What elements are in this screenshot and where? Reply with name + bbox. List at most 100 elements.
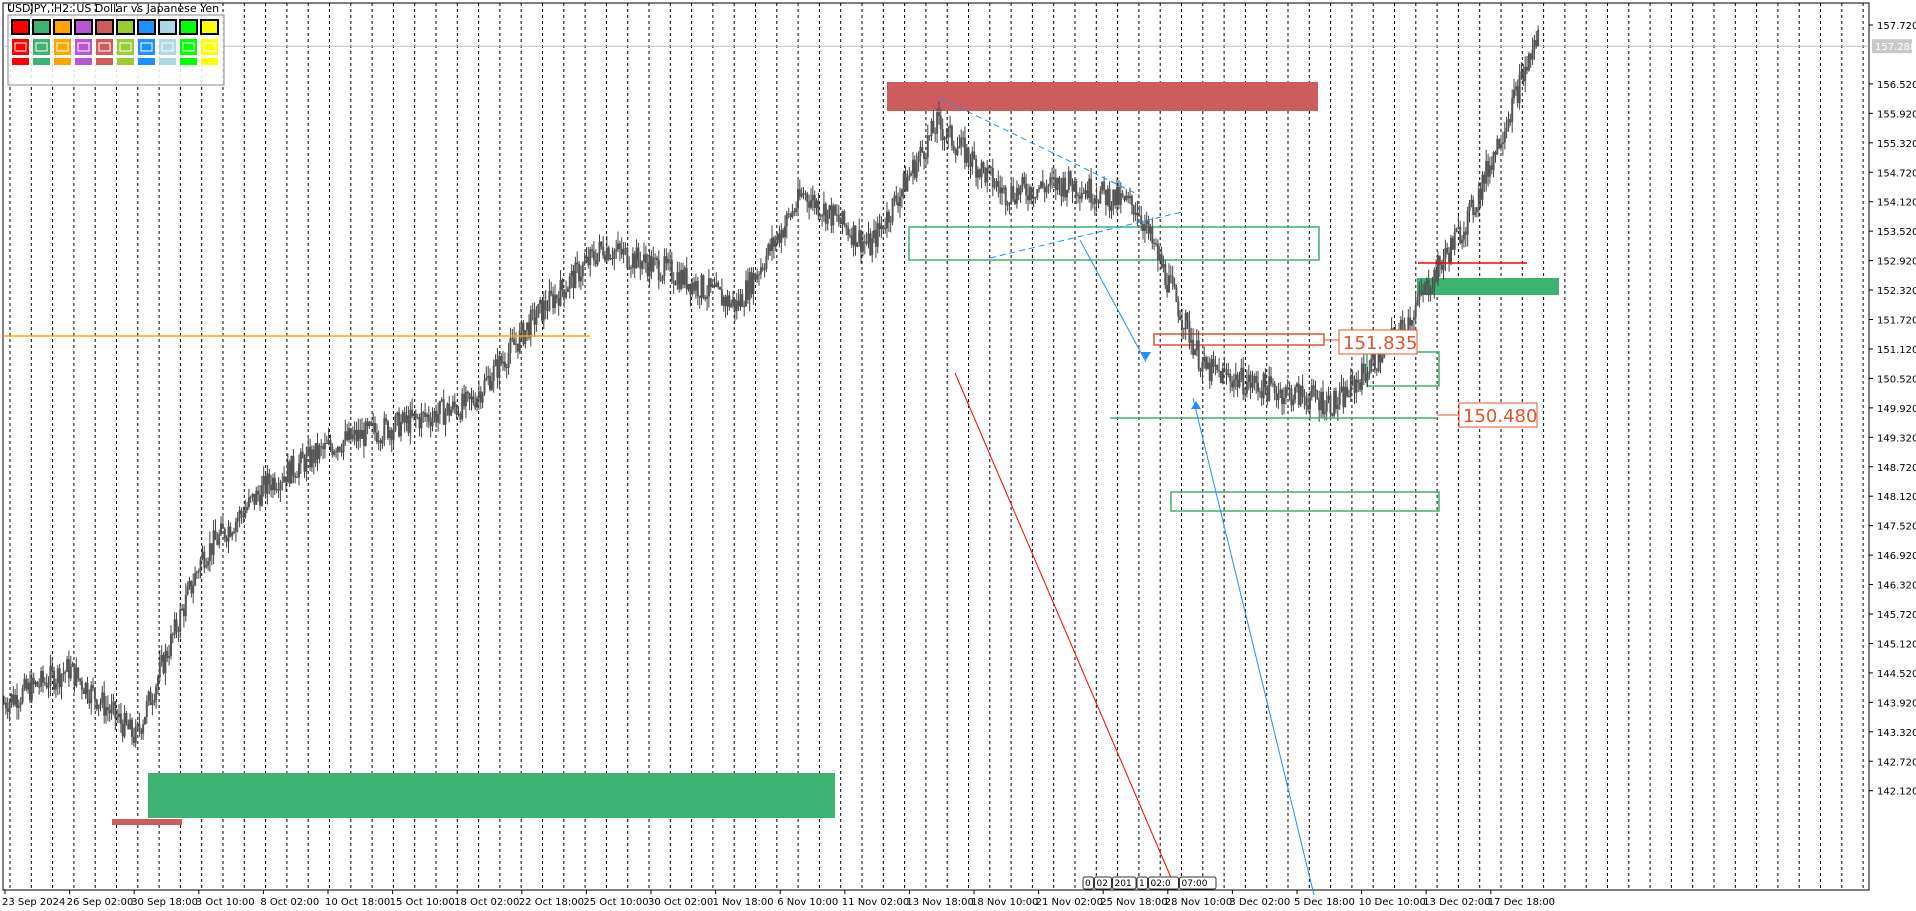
- color-swatch-button[interactable]: [53, 19, 72, 35]
- candle-body: [832, 205, 835, 226]
- candle-body: [190, 580, 193, 594]
- outline-zone-1[interactable]: [908, 226, 1320, 261]
- candle-body: [1028, 187, 1031, 201]
- candle-body: [1370, 358, 1373, 372]
- line-color-button[interactable]: [12, 58, 29, 65]
- candle-body: [826, 210, 829, 224]
- candle-body: [80, 680, 83, 690]
- color-swatch-button[interactable]: [74, 19, 93, 35]
- candle-body: [1303, 396, 1306, 398]
- candle-body: [542, 300, 545, 321]
- line-color-button[interactable]: [54, 58, 71, 65]
- candle-body: [910, 173, 913, 176]
- line-color-button[interactable]: [117, 58, 134, 65]
- candle-body: [520, 322, 523, 331]
- candle-body: [455, 407, 458, 415]
- blue-trend-line-2[interactable]: [1079, 239, 1147, 363]
- line-color-button[interactable]: [138, 58, 155, 65]
- candle-body: [1338, 391, 1341, 405]
- candle-body: [1130, 196, 1133, 206]
- candle-body: [1012, 186, 1015, 200]
- demand-zone-upper[interactable]: [1417, 278, 1559, 295]
- color-swatch-button[interactable]: [179, 19, 198, 35]
- red-trend-line[interactable]: [954, 372, 1173, 881]
- blue-trend-line[interactable]: [1192, 397, 1315, 896]
- line-color-button[interactable]: [201, 58, 218, 65]
- candle-body: [1101, 181, 1104, 192]
- small-supply-zone[interactable]: [112, 819, 182, 825]
- candle-body: [1116, 186, 1118, 206]
- candle-body: [1511, 98, 1514, 123]
- price-tick-label: 151.720: [1877, 316, 1916, 327]
- color-swatch-button[interactable]: [11, 19, 30, 35]
- candle-body: [1114, 189, 1117, 206]
- line-color-button[interactable]: [159, 58, 176, 65]
- candle-body: [58, 668, 61, 688]
- line-color-button[interactable]: [33, 58, 50, 65]
- candle-body: [1427, 279, 1430, 296]
- color-swatch-button[interactable]: [200, 19, 219, 35]
- candle-body: [86, 682, 89, 699]
- color-swatch-button[interactable]: [158, 19, 177, 35]
- arrow-marker-icon: [1140, 352, 1151, 360]
- candle-body: [19, 702, 22, 705]
- candle-body: [691, 282, 694, 295]
- candle-body: [745, 280, 747, 306]
- candle-body: [1271, 383, 1274, 385]
- price-tick-label: 142.120: [1877, 787, 1916, 798]
- candle-body: [1036, 189, 1039, 198]
- channel-line-upper[interactable]: [939, 97, 1140, 196]
- candle-body: [1323, 411, 1326, 415]
- color-swatch-button[interactable]: [32, 19, 51, 35]
- candle-body: [641, 261, 644, 269]
- color-swatch-panel[interactable]: [7, 14, 225, 86]
- line-color-button[interactable]: [75, 58, 92, 65]
- candle-body: [54, 683, 57, 690]
- candle-body: [800, 193, 803, 197]
- candle-body: [259, 494, 261, 506]
- color-swatch-button[interactable]: [137, 19, 156, 35]
- candle-body: [912, 159, 914, 174]
- candle-body: [381, 439, 384, 444]
- demand-zone-lower[interactable]: [148, 773, 835, 818]
- color-swatch-button[interactable]: [116, 19, 135, 35]
- candle-body: [127, 723, 130, 730]
- candle-body: [1158, 253, 1161, 260]
- candle-body: [672, 280, 675, 284]
- price-axis[interactable]: 157.720 156.520 155.920 155.320 154.720 154.1…: [1869, 21, 1916, 798]
- candle-body: [470, 396, 473, 400]
- bottom-tag[interactable]: [1112, 876, 1137, 890]
- candle-body: [1503, 131, 1506, 143]
- line-color-button[interactable]: [96, 58, 113, 65]
- candle-body: [236, 518, 239, 522]
- candle-body: [654, 257, 657, 259]
- bottom-tag[interactable]: [1148, 876, 1179, 890]
- channel-line-lower[interactable]: [989, 211, 1183, 259]
- time-tick-label: 18 Nov 10:00: [971, 897, 1038, 908]
- candle-body: [976, 169, 979, 178]
- candle-body: [182, 608, 185, 617]
- candle-body: [1015, 188, 1018, 204]
- candle-body: [971, 151, 974, 167]
- candle-body: [1307, 405, 1310, 410]
- bottom-tag[interactable]: [1179, 876, 1217, 890]
- candle-body: [242, 514, 245, 518]
- outline-zone-3[interactable]: [1170, 491, 1440, 512]
- candle-body: [572, 270, 575, 288]
- candle-body: [772, 237, 775, 247]
- line-color-button[interactable]: [180, 58, 197, 65]
- bottom-tag[interactable]: [1136, 876, 1148, 890]
- candle-body: [435, 411, 438, 423]
- candle-body: [1466, 211, 1469, 235]
- candle-body: [759, 267, 762, 275]
- color-swatch-button[interactable]: [95, 19, 114, 35]
- candle-body: [405, 415, 408, 423]
- candle-body: [6, 708, 9, 712]
- candle-body: [433, 411, 436, 418]
- supply-zone[interactable]: [887, 82, 1318, 111]
- bottom-tag[interactable]: [1094, 876, 1112, 890]
- bottom-tag[interactable]: [1082, 876, 1094, 890]
- candle-body: [563, 289, 566, 298]
